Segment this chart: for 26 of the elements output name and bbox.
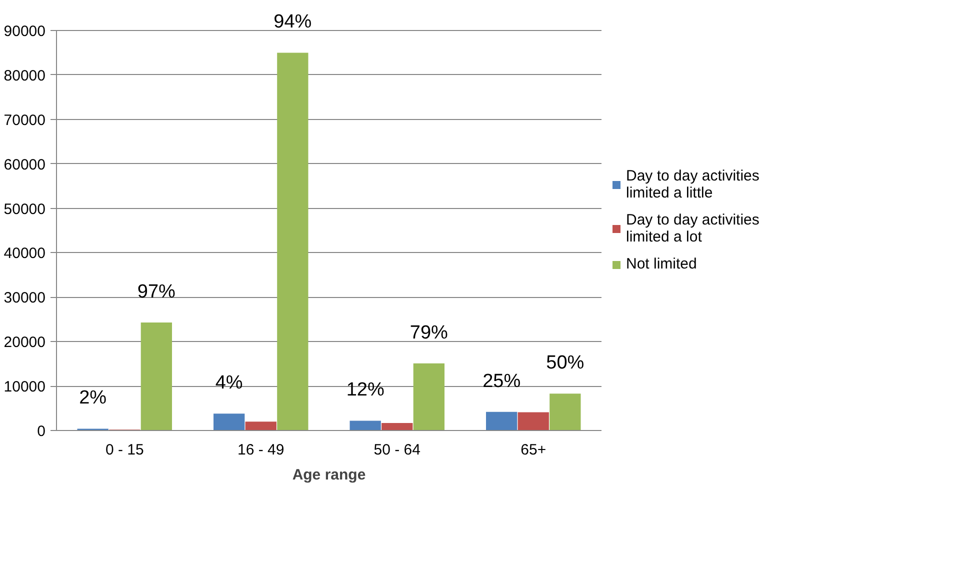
annotation: 94% (274, 12, 312, 33)
y-tick-label: 60000 (4, 156, 46, 174)
y-tick-label: 70000 (4, 112, 46, 129)
y-tick-label: 10000 (4, 378, 46, 396)
x-tick-label: 16 - 49 (238, 442, 284, 458)
annotation: 79% (410, 322, 448, 344)
y-tick-label: 30000 (4, 290, 46, 307)
annotation: 4% (215, 372, 243, 394)
x-tick-label: 65+ (520, 442, 546, 458)
x-axis-title: Age range (292, 466, 366, 484)
legend-label: Not limited (626, 256, 697, 272)
y-tick-label: 0 (37, 423, 46, 440)
y-tick-label: 50000 (4, 200, 46, 218)
y-tick-label: 20000 (4, 334, 46, 352)
legend-label: Day to day activities limited a lot (626, 212, 760, 246)
legend-label: Day to day activities limited a little (626, 168, 760, 202)
y-tick-label: 80000 (4, 67, 46, 84)
y-tick-label: 90000 (4, 23, 46, 40)
y-tick-label: 40000 (4, 245, 46, 262)
annotation: 50% (546, 352, 584, 374)
x-tick-label: 0 - 15 (105, 442, 144, 458)
annotation: 12% (346, 380, 384, 401)
annotation: 97% (137, 282, 176, 302)
annotation: 2% (79, 388, 107, 409)
annotation: 25% (482, 370, 521, 392)
x-tick-label: 50 - 64 (374, 442, 420, 458)
